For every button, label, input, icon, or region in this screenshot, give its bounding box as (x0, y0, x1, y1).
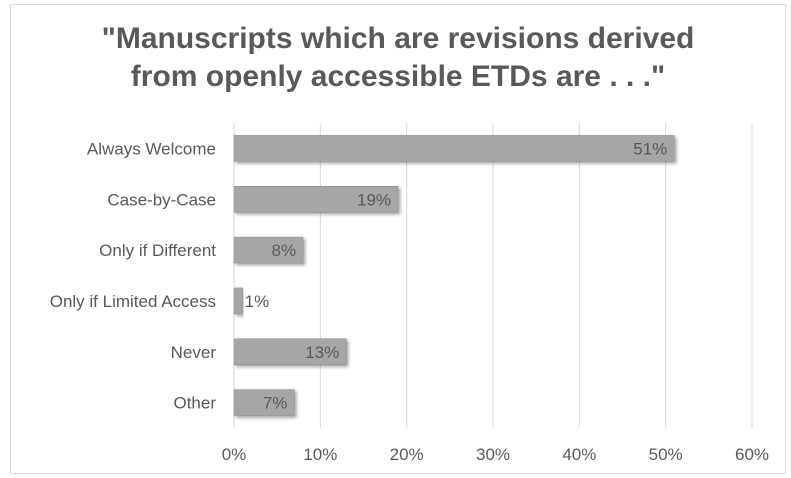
category-label-never: Never (171, 343, 217, 362)
x-tick-label-50: 50% (649, 445, 683, 464)
data-label-never: 13% (305, 343, 339, 362)
bar-case-by-case (233, 186, 399, 213)
category-label-case-by-case: Case-by-Case (107, 190, 216, 209)
data-label-only-if-different: 8% (271, 241, 296, 260)
x-tick-label-0: 0% (222, 445, 247, 464)
chart-area (10, 4, 786, 474)
data-label-other: 7% (263, 394, 288, 413)
chart-title: "Manuscripts which are revisions derived… (10, 20, 786, 96)
category-label-only-if-limited-access: Only if Limited Access (50, 292, 216, 311)
category-label-other: Other (173, 394, 216, 413)
category-label-always-welcome: Always Welcome (87, 139, 216, 158)
bar-other (233, 389, 295, 416)
data-label-always-welcome: 51% (633, 139, 667, 158)
bar-only-if-different (233, 236, 304, 264)
x-tick-label-40: 40% (562, 445, 596, 464)
x-tick-label-30: 30% (476, 445, 510, 464)
bar-never (233, 338, 347, 365)
data-label-case-by-case: 19% (357, 190, 391, 209)
x-tick-label-10: 10% (303, 445, 337, 464)
chart-title-line-1: "Manuscripts which are revisions derived (101, 22, 695, 55)
x-tick-label-20: 20% (390, 445, 424, 464)
x-tick-label-60: 60% (735, 445, 769, 464)
data-label-only-if-limited-access: 1% (245, 292, 270, 311)
category-label-only-if-different: Only if Different (99, 241, 216, 260)
bar-only-if-limited-access (233, 287, 243, 315)
bar-always-welcome (233, 135, 675, 162)
chart-title-line-2: from openly accessible ETDs are . . ." (130, 60, 666, 93)
